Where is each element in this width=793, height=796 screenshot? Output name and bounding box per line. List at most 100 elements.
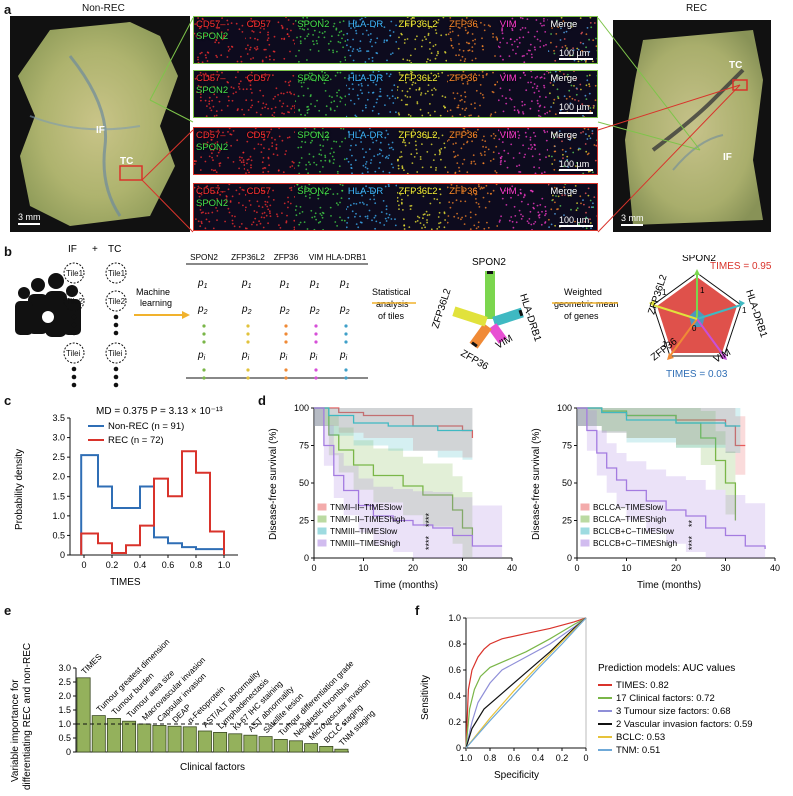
km-y-tick-label: 0 xyxy=(304,553,309,563)
km-legend-label: BCLCB+C–TIMESlow xyxy=(593,526,675,536)
km-legend-label: BCLCA–TIMESlow xyxy=(593,502,664,512)
times-radar-chart xyxy=(649,269,745,360)
importance-bar xyxy=(288,740,303,753)
probability-cell: p2 xyxy=(197,304,208,316)
importance-bar xyxy=(106,718,121,753)
marker-label: CD57 xyxy=(246,186,271,197)
wgm-label-2: geometric mean xyxy=(554,299,619,309)
importance-bar xyxy=(137,723,152,753)
panel-b-label: b xyxy=(4,244,12,259)
bar-y-tick-label: 0 xyxy=(66,747,71,757)
tile-label-2b: Tile2 xyxy=(108,297,126,306)
speckle xyxy=(244,71,296,117)
marker-label: ZFP36L2 xyxy=(398,130,438,141)
marker-label: VIM xyxy=(499,130,517,141)
km-legend-label: TNMIII–TIMEShigh xyxy=(330,538,401,548)
km-legend-swatch xyxy=(317,503,327,511)
km-legend-swatch xyxy=(580,515,590,523)
marker-label: SPON2 xyxy=(196,142,229,153)
km-x-tick-label: 20 xyxy=(408,563,418,573)
micrograph-cell: HLA-DR xyxy=(345,71,397,117)
radar-gene-hladrb1: HLA-DRB1 xyxy=(743,289,769,340)
ml-label-1: Machine xyxy=(136,287,170,297)
hist-x-tick-label: 0 xyxy=(81,560,86,570)
marker-label: ZFP36 xyxy=(449,130,478,141)
speckle xyxy=(297,128,346,174)
star-and-radar: Statistical analysis of tiles SPON2 HLA-… xyxy=(372,255,772,380)
speckle xyxy=(447,128,498,174)
km-legend-label: TNMI–II–TIMEShigh xyxy=(330,514,406,524)
rec-if-label: IF xyxy=(723,152,732,163)
non-rec-tc-label: TC xyxy=(120,156,133,167)
roc-x-tick-label: 0.2 xyxy=(556,753,569,763)
probability-subscript: i xyxy=(286,355,288,362)
probability-cell: pi xyxy=(197,350,206,362)
km-confidence-band xyxy=(314,408,503,558)
probability-cell: pi xyxy=(241,350,250,362)
km-legend-label: BCLCB+C–TIMEShigh xyxy=(593,538,678,548)
km-x-tick-label: 0 xyxy=(574,563,579,573)
speckle xyxy=(345,184,397,230)
micrograph-cell: CD57– SPON2 xyxy=(194,184,245,230)
table-dot xyxy=(314,340,318,344)
bar-y-tick-label: 1.0 xyxy=(58,719,71,729)
speckle xyxy=(345,17,397,63)
table-dot xyxy=(284,368,288,372)
bar-category-label: TIMES xyxy=(80,652,104,676)
probability-cell: p1 xyxy=(241,278,252,290)
roc-x-tick-label: 0.6 xyxy=(508,753,521,763)
speckle xyxy=(244,17,296,63)
probability-subscript: 2 xyxy=(285,309,290,316)
roc-legend-label: 17 Clinical factors: 0.72 xyxy=(616,693,715,704)
marker-label: VIM xyxy=(499,186,517,197)
marker-label: Merge xyxy=(550,73,578,84)
marker-label: ZFP36 xyxy=(449,73,478,84)
marker-label: CD57– xyxy=(196,130,226,141)
probability-subscript: 2 xyxy=(203,309,208,316)
speckle xyxy=(396,129,446,174)
hist-x-tick-label: 0.4 xyxy=(134,560,147,570)
panel-a-label: a xyxy=(4,2,12,17)
table-dot xyxy=(246,332,250,336)
km-x-tick-label: 10 xyxy=(621,563,631,573)
km-confidence-band xyxy=(577,408,766,558)
gene-header: VIM xyxy=(309,253,324,262)
probability-subscript: 2 xyxy=(345,309,350,316)
marker-label: CD57 xyxy=(246,73,271,84)
micrograph-row: CD57– SPON2 CD57 SPON2 HLA-DR ZFP36L2 ZFP36 VIM… xyxy=(193,70,598,118)
micrograph-cell: CD57– SPON2 xyxy=(194,17,245,63)
hist-y-tick-label: 2.0 xyxy=(52,472,65,482)
marker-label: Merge xyxy=(550,19,578,30)
probability-cell: pi xyxy=(339,350,348,362)
table-dot xyxy=(344,368,348,372)
marker-label: CD57 xyxy=(246,19,271,30)
micrograph-cell: ZFP36L2 xyxy=(397,17,448,63)
radar-axis-1b: 1 xyxy=(742,306,747,315)
km-legend-swatch xyxy=(317,527,327,535)
speckle xyxy=(447,184,498,230)
scale-bar: 100 µm xyxy=(559,215,593,227)
bar-y-tick-label: 2.5 xyxy=(58,677,71,687)
marker-label: ZFP36 xyxy=(449,186,478,197)
km-survival-curve xyxy=(314,407,474,536)
hist-y-tick-label: 0.5 xyxy=(52,530,65,540)
table-dot xyxy=(314,332,318,336)
probability-subscript: i xyxy=(248,355,250,362)
roc-legend-label: BCLC: 0.53 xyxy=(616,732,665,743)
tile-label-i: Tilei xyxy=(66,349,81,358)
probability-subscript: 2 xyxy=(315,309,320,316)
radar-gene-spon2: SPON2 xyxy=(682,255,716,264)
marker-label: ZFP36 xyxy=(449,19,478,30)
probability-subscript: i xyxy=(204,355,206,362)
probability-subscript: i xyxy=(316,355,318,362)
marker-label: SPON2 xyxy=(297,186,330,197)
wgm-label-3: of genes xyxy=(564,311,599,321)
hist-series-line xyxy=(80,454,225,555)
importance-bar xyxy=(258,736,273,753)
star-gene-spon2: SPON2 xyxy=(472,257,506,268)
hist-y-tick-label: 1.5 xyxy=(52,491,65,501)
table-dot xyxy=(246,324,250,328)
importance-bar xyxy=(213,732,228,753)
hist-y-tick-label: 3.0 xyxy=(52,433,65,443)
speckle xyxy=(194,71,245,117)
